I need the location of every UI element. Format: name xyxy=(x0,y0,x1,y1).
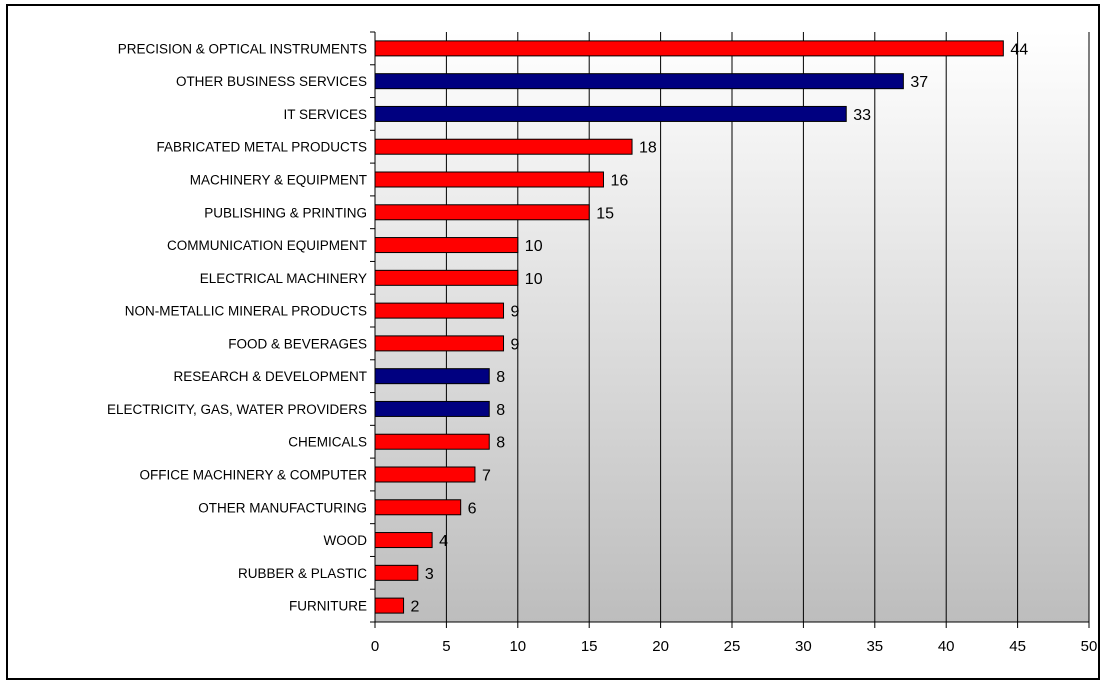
data-label: 44 xyxy=(1010,41,1028,58)
data-label: 2 xyxy=(411,599,420,616)
bar-5 xyxy=(374,171,604,188)
bar-6 xyxy=(374,204,590,221)
x-tick-label: 35 xyxy=(866,638,883,655)
category-label: OTHER BUSINESS SERVICES xyxy=(176,74,367,89)
data-label: 15 xyxy=(596,205,614,222)
bar-13 xyxy=(374,433,490,450)
x-tick-label: 0 xyxy=(371,638,379,655)
data-label: 33 xyxy=(853,107,871,124)
category-label: COMMUNICATION EQUIPMENT xyxy=(167,238,367,253)
bar-9 xyxy=(374,302,505,319)
data-label: 4 xyxy=(439,533,448,550)
chart-frame: PRECISION & OPTICAL INSTRUMENTS 44 OTHER B… xyxy=(6,4,1100,680)
x-tick-label: 50 xyxy=(1081,638,1098,655)
data-label: 8 xyxy=(496,369,505,386)
category-label: MACHINERY & EQUIPMENT xyxy=(190,173,367,188)
data-label: 10 xyxy=(525,271,543,288)
category-label: OFFICE MACHINERY & COMPUTER xyxy=(139,468,367,483)
category-label: WOOD xyxy=(324,533,368,548)
category-label: PUBLISHING & PRINTING xyxy=(204,205,367,220)
category-label: RUBBER & PLASTIC xyxy=(238,566,367,581)
data-label: 18 xyxy=(639,140,657,157)
bar-18 xyxy=(374,597,405,614)
bar-chart: PRECISION & OPTICAL INSTRUMENTS 44 OTHER B… xyxy=(107,31,1097,655)
bar-16 xyxy=(374,532,433,549)
x-tick-label: 20 xyxy=(652,638,669,655)
x-tick-label: 10 xyxy=(509,638,526,655)
bar-11 xyxy=(374,368,490,385)
bar-10 xyxy=(374,335,505,352)
category-label: PRECISION & OPTICAL INSTRUMENTS xyxy=(118,41,367,56)
x-tick-label: 40 xyxy=(938,638,955,655)
data-label: 16 xyxy=(610,173,628,190)
bar-2 xyxy=(374,73,904,90)
data-label: 8 xyxy=(496,402,505,419)
data-label: 3 xyxy=(425,566,434,583)
category-label: IT SERVICES xyxy=(283,107,367,122)
bar-8 xyxy=(374,269,519,286)
category-label: ELECTRICAL MACHINERY xyxy=(200,271,367,286)
bar-17 xyxy=(374,564,419,581)
category-label: NON-METALLIC MINERAL PRODUCTS xyxy=(125,304,367,319)
x-tick-label: 45 xyxy=(1009,638,1026,655)
bar-12 xyxy=(374,400,490,417)
bar-4 xyxy=(374,138,633,155)
category-label: FABRICATED METAL PRODUCTS xyxy=(156,140,367,155)
data-label: 8 xyxy=(496,435,505,452)
bars xyxy=(374,40,1004,614)
axes xyxy=(370,31,1090,628)
category-label: FURNITURE xyxy=(289,599,367,614)
category-label: CHEMICALS xyxy=(288,435,367,450)
data-label: 6 xyxy=(468,500,477,517)
category-label: FOOD & BEVERAGES xyxy=(228,336,367,351)
data-label: 9 xyxy=(511,304,520,321)
labels: PRECISION & OPTICAL INSTRUMENTS 44 OTHER B… xyxy=(107,41,1097,655)
bar-14 xyxy=(374,466,476,483)
data-label: 7 xyxy=(482,468,491,485)
x-tick-label: 25 xyxy=(724,638,741,655)
category-label: OTHER MANUFACTURING xyxy=(198,500,367,515)
bar-1 xyxy=(374,40,1004,57)
data-label: 10 xyxy=(525,238,543,255)
category-label: RESEARCH & DEVELOPMENT xyxy=(173,369,367,384)
data-label: 9 xyxy=(511,336,520,353)
category-label: ELECTRICITY, GAS, WATER PROVIDERS xyxy=(107,402,367,417)
data-label: 37 xyxy=(910,74,928,91)
bar-7 xyxy=(374,237,519,254)
x-tick-label: 15 xyxy=(581,638,598,655)
bar-3 xyxy=(374,105,847,122)
x-tick-label: 30 xyxy=(795,638,812,655)
x-tick-label: 5 xyxy=(442,638,450,655)
bar-15 xyxy=(374,499,462,516)
gridlines xyxy=(445,32,1090,622)
